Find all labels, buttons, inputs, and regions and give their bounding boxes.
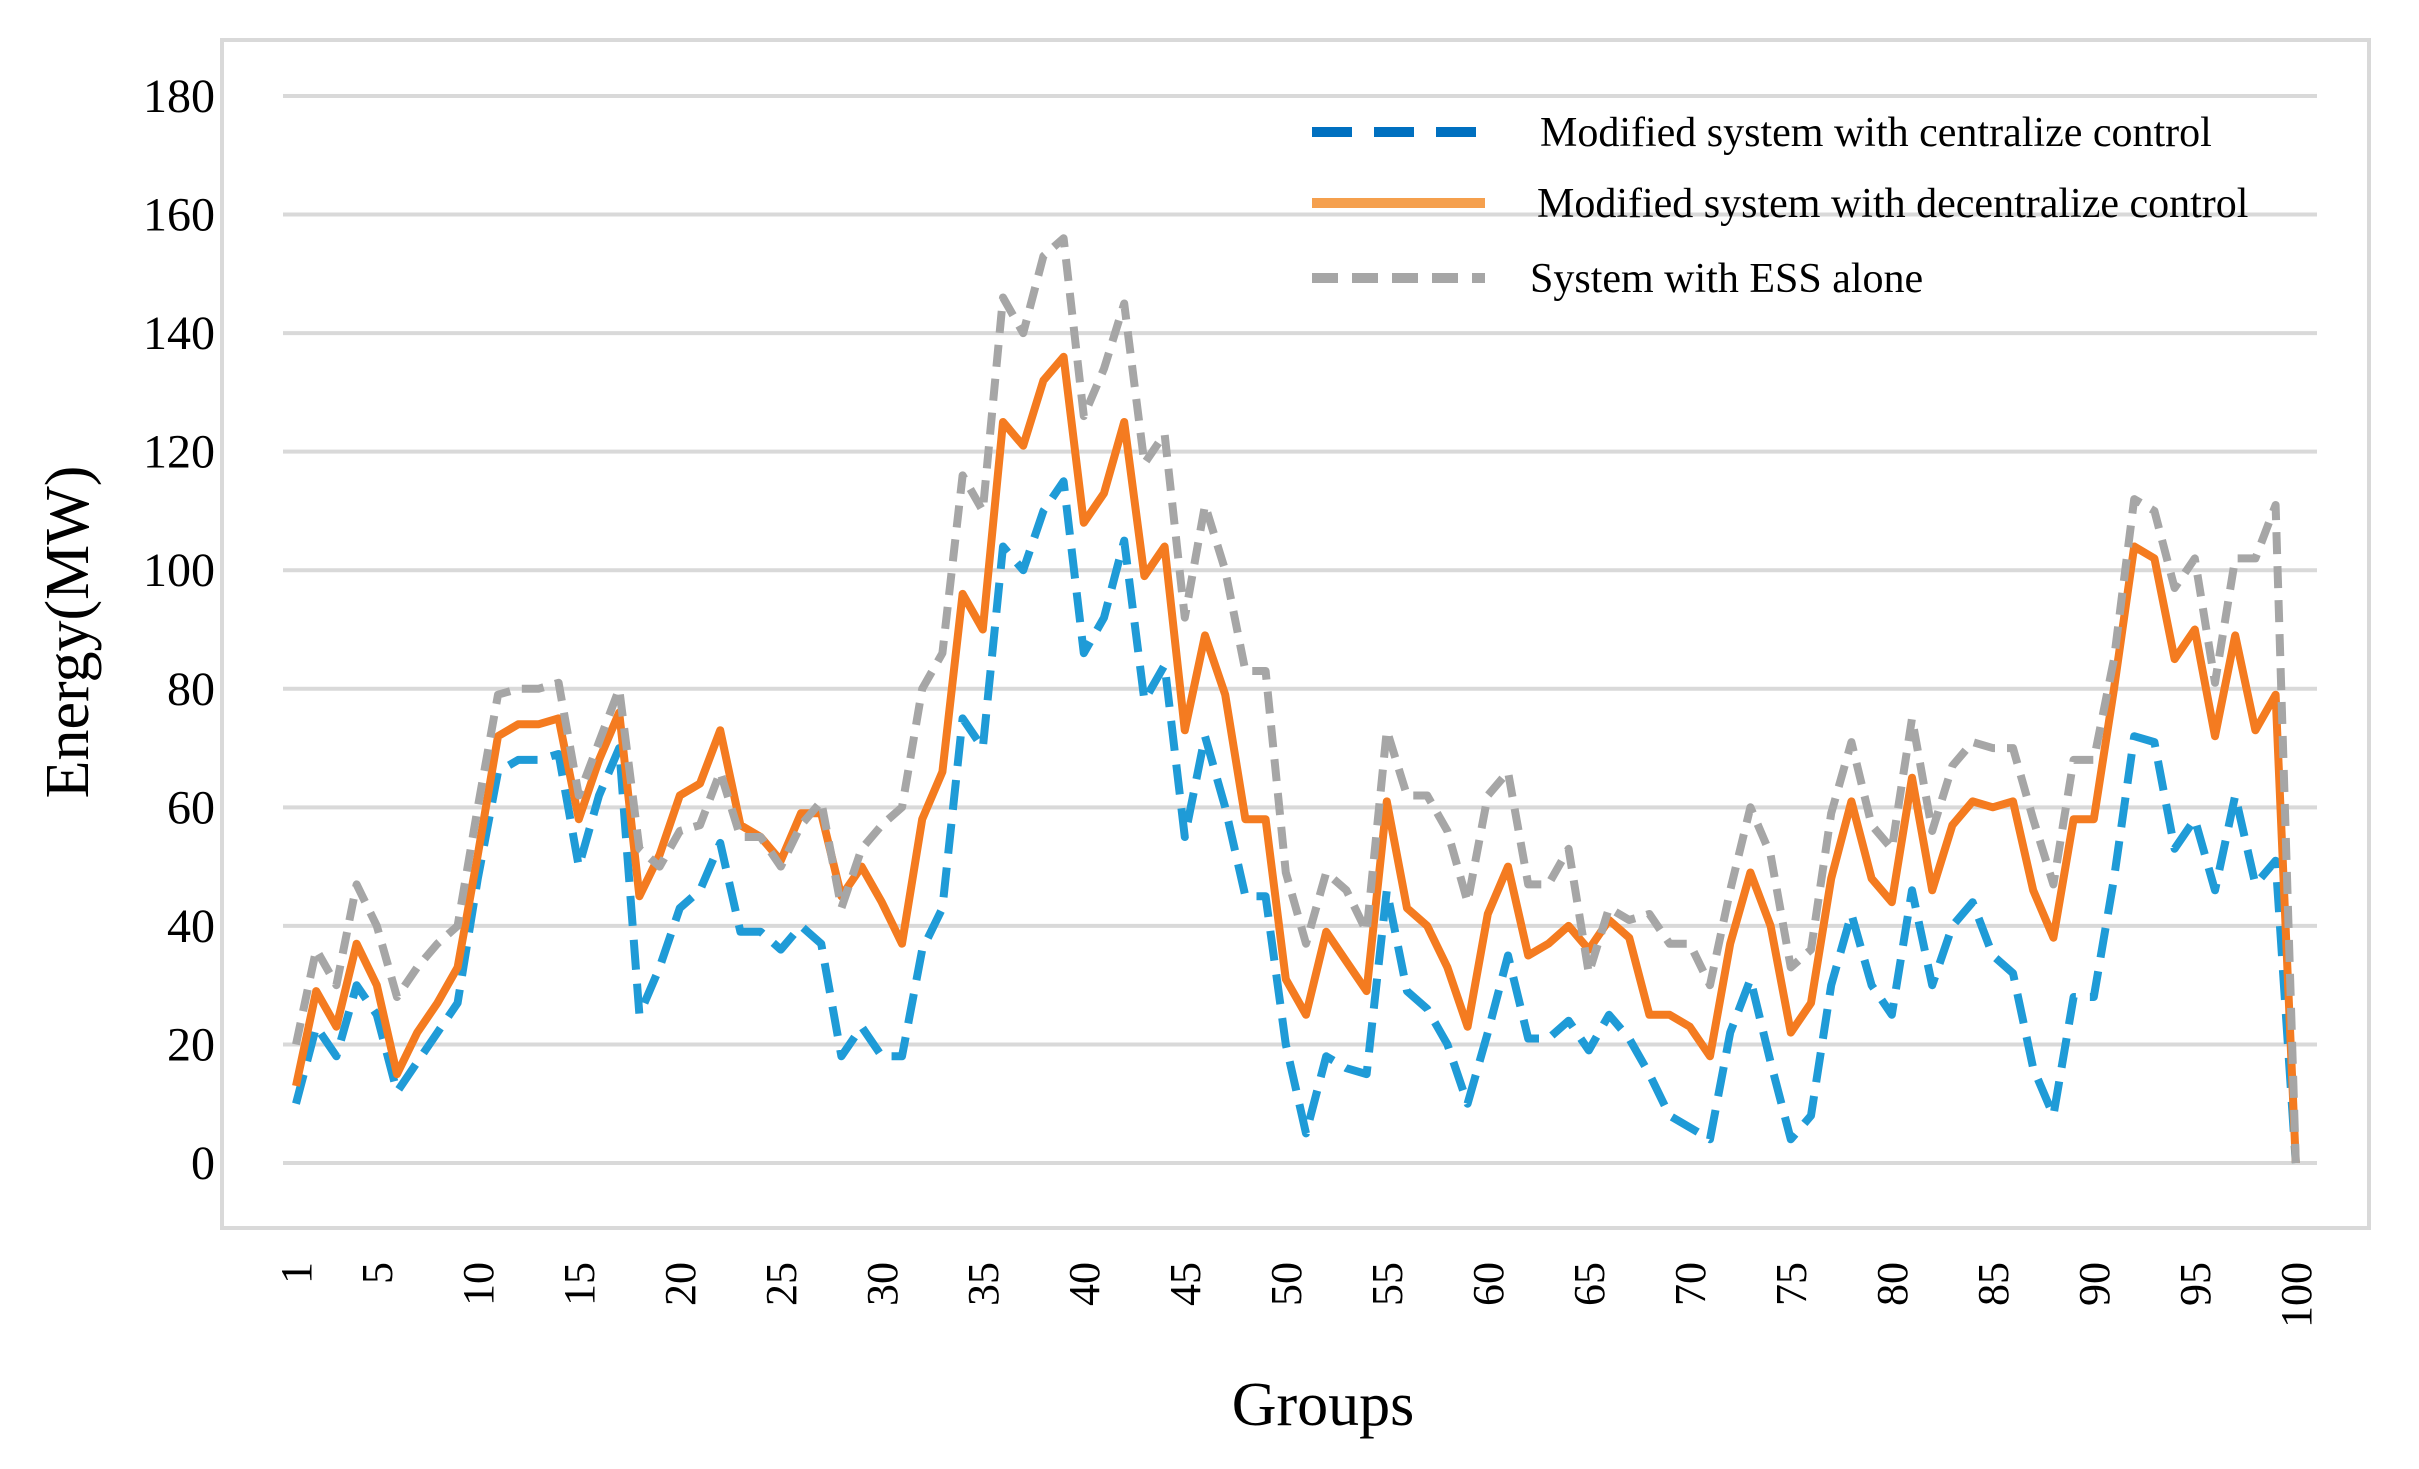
x-tick-label: 95 [2171, 1262, 2220, 1306]
chart-border [220, 38, 2371, 1230]
x-tick-label: 30 [858, 1262, 907, 1306]
legend-label-2: Modified system with decentralize contro… [1537, 181, 2248, 227]
x-tick-label: 15 [555, 1262, 604, 1306]
series-line-3 [292, 234, 2300, 1164]
y-tick-label: 140 [143, 307, 215, 360]
series-line-2 [292, 352, 2300, 1164]
legend-label-3: System with ESS alone [1530, 256, 1923, 302]
x-tick-label: 25 [757, 1262, 806, 1306]
x-tick-label: 20 [656, 1262, 705, 1306]
y-tick-label: 160 [143, 189, 215, 242]
legend: Modified system with centralize control M… [1312, 110, 2248, 302]
y-tick-label: 100 [143, 544, 215, 597]
x-tick-label: 55 [1363, 1262, 1412, 1306]
x-tick-label: 1 [272, 1262, 321, 1284]
x-tick-label: 50 [1262, 1262, 1311, 1306]
series-line-1 [292, 477, 2300, 1164]
x-tick-label: 35 [959, 1262, 1008, 1306]
x-tick-label: 65 [1565, 1262, 1614, 1306]
x-tick-label: 70 [1666, 1262, 1715, 1306]
x-tick-label: 75 [1767, 1262, 1816, 1306]
x-tick-label: 40 [1060, 1262, 1109, 1306]
y-axis-ticks: 0 20 40 60 80 100 120 140 160 180 [143, 70, 215, 1190]
x-tick-label: 85 [1969, 1262, 2018, 1306]
x-axis-title: Groups [1232, 1371, 1415, 1439]
y-tick-label: 180 [143, 70, 215, 123]
x-tick-label: 10 [454, 1262, 503, 1306]
x-tick-label: 100 [2272, 1262, 2321, 1328]
y-tick-label: 120 [143, 426, 215, 479]
y-tick-label: 20 [167, 1018, 215, 1071]
x-axis-ticks: 1 5 10 15 20 25 30 35 40 45 50 55 60 65 70 75 80 85 90 95 10… [272, 1262, 2321, 1328]
y-tick-label: 60 [167, 781, 215, 834]
gridlines [283, 94, 2317, 1165]
x-tick-label: 60 [1464, 1262, 1513, 1306]
y-tick-label: 0 [191, 1137, 215, 1190]
y-tick-label: 80 [167, 663, 215, 716]
x-tick-label: 90 [2070, 1262, 2119, 1306]
y-tick-label: 40 [167, 900, 215, 953]
legend-label-1: Modified system with centralize control [1540, 110, 2212, 156]
x-tick-label: 80 [1868, 1262, 1917, 1306]
series-lines [292, 234, 2300, 1164]
x-tick-label: 45 [1161, 1262, 1210, 1306]
x-tick-label: 5 [353, 1262, 402, 1284]
y-axis-title: Energy(MW) [34, 466, 102, 799]
